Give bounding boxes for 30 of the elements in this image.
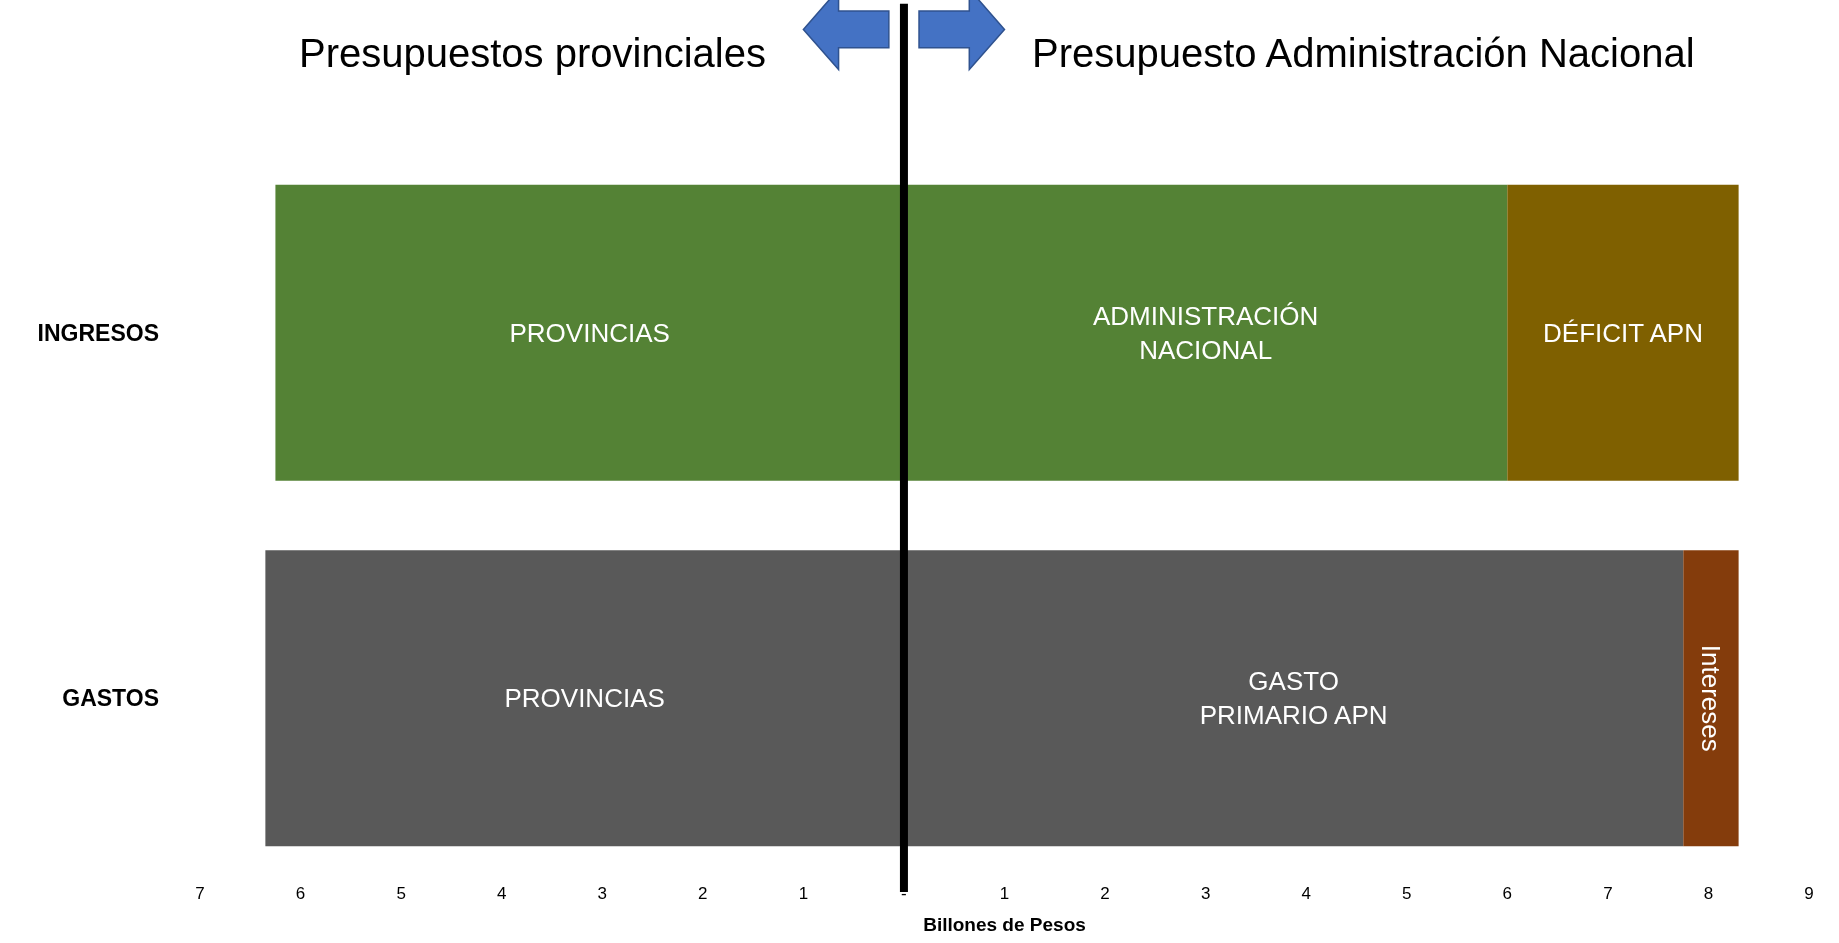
x-tick-label: 7 (1603, 884, 1613, 903)
x-tick-label: 4 (1301, 884, 1311, 903)
x-tick-label: 1 (798, 884, 809, 903)
x-tick-label: 3 (1200, 884, 1211, 903)
x-tick-label: 8 (1703, 884, 1714, 903)
x-tick-label: 5 (396, 884, 406, 903)
bar (1683, 550, 1739, 847)
x-tick-label: 4 (496, 884, 507, 903)
x-tick-label: 7 (195, 884, 205, 903)
y-tick-label: GASTOS (62, 685, 159, 712)
x-tick-label: 1 (999, 884, 1010, 903)
data-label: PROVINCIAS (504, 683, 665, 714)
x-tick-label: 5 (1402, 884, 1412, 903)
data-label: DÉFICIT APN (1543, 317, 1703, 348)
x-tick-label: 2 (1100, 884, 1110, 903)
x-tick-label: 3 (597, 884, 607, 903)
data-label: PROVINCIAS (509, 317, 670, 348)
x-axis-title: Billones de Pesos (923, 913, 1086, 935)
annotation: Presupuesto Administración Nacional (1032, 31, 1695, 75)
x-tick-label: 2 (698, 884, 708, 903)
data-label: GASTO PRIMARIO APN (1199, 666, 1388, 731)
bar (1507, 184, 1739, 481)
y-tick-label: INGRESOS (37, 319, 159, 346)
data-label: Intereses (1695, 644, 1726, 752)
x-tick-label: 6 (1502, 884, 1513, 903)
x-tick-label: - (901, 884, 907, 903)
annotation: Presupuestos provinciales (299, 31, 766, 75)
x-tick-label: 6 (295, 884, 306, 903)
data-label: ADMINISTRACIÓN NACIONAL (1092, 300, 1319, 365)
x-tick-label: 9 (1804, 884, 1814, 903)
